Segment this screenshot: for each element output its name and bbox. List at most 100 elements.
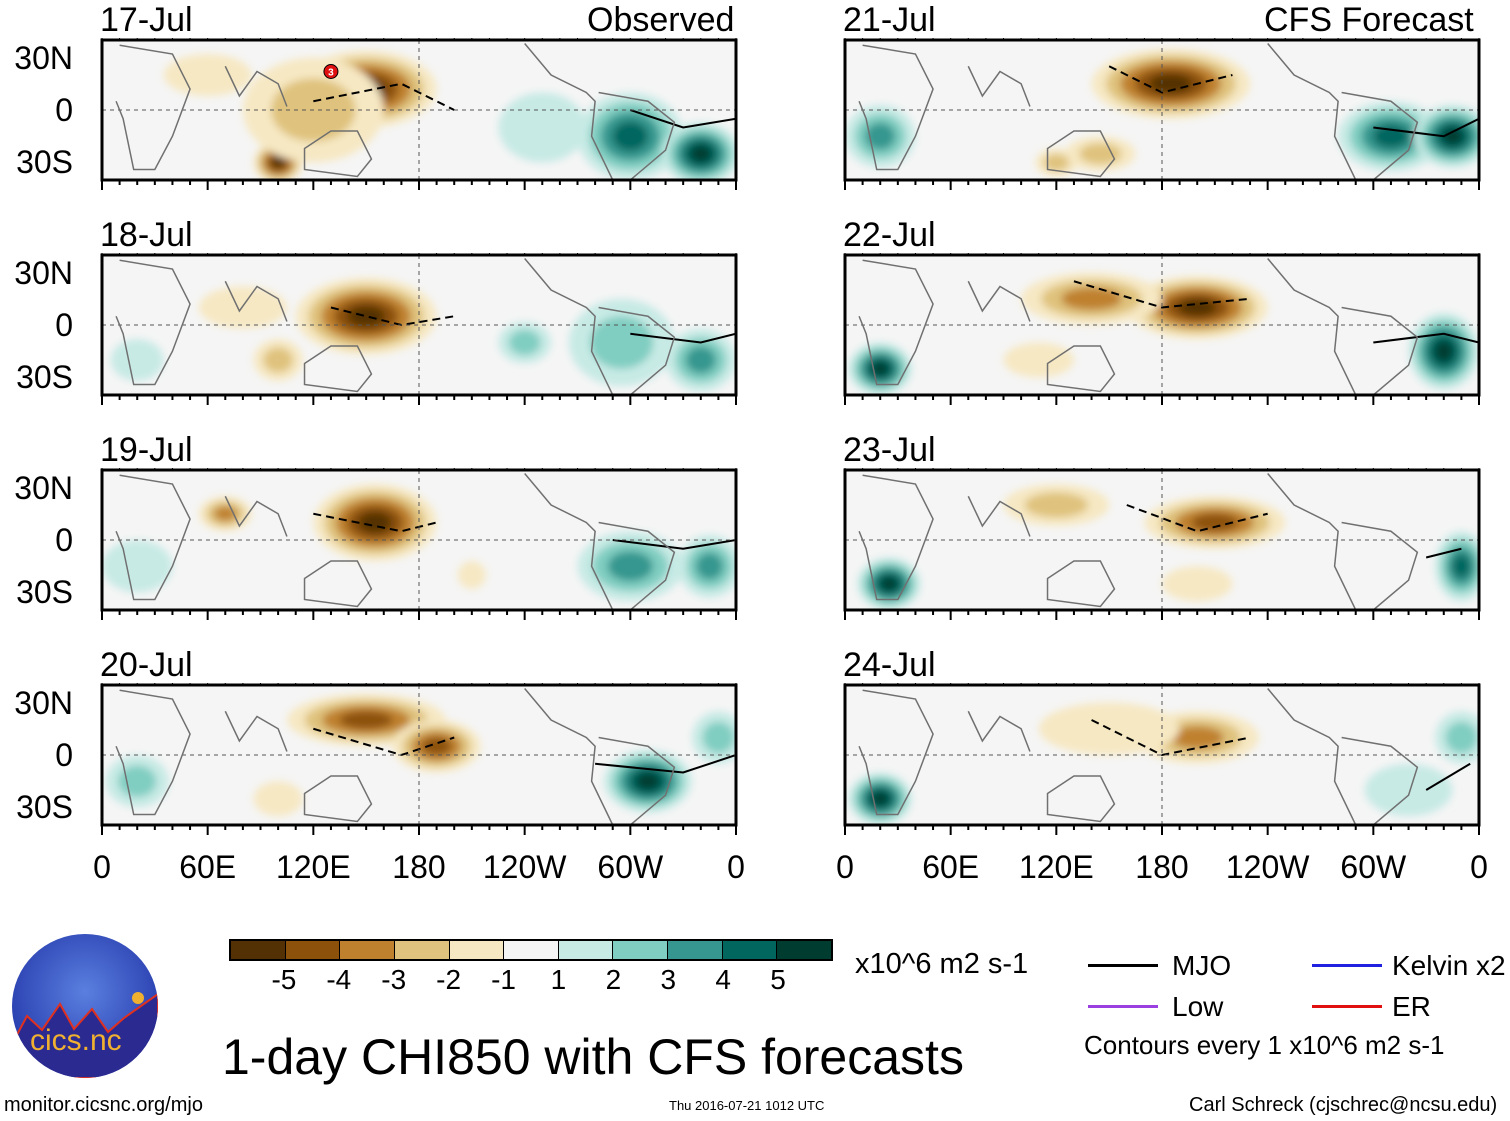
cicsnc-logo: cics.nc — [12, 934, 158, 1078]
anomaly-shading — [1364, 763, 1453, 817]
anomaly-shading — [607, 551, 653, 582]
mjo-contour — [1373, 117, 1479, 138]
map-panel-22-jul — [843, 253, 1481, 405]
mjo-contour — [612, 539, 736, 550]
panel-date: 18-Jul — [100, 216, 193, 254]
anomaly-shading — [163, 54, 252, 96]
lon-label: 0 — [727, 849, 745, 885]
colorbar-swatch — [285, 941, 341, 959]
lat-label: 30S — [16, 359, 73, 395]
anomaly-shading — [271, 156, 285, 169]
mjo-contour — [1373, 332, 1479, 344]
contour-note: Contours every 1 x10^6 m2 s-1 — [1084, 1030, 1445, 1060]
anomaly-shading — [102, 540, 173, 593]
colorbar-tick: 4 — [715, 964, 731, 995]
legend-low: Low — [1172, 991, 1224, 1022]
colorbar-tick: 3 — [660, 964, 677, 995]
anomaly-shading — [457, 561, 486, 589]
anomaly-shading — [1003, 342, 1074, 378]
figure-title: 1-day CHI850 with CFS forecasts — [222, 1029, 964, 1085]
lon-label: 0 — [93, 849, 111, 885]
mjo-contour — [630, 332, 736, 344]
lat-label: 0 — [55, 92, 73, 128]
colorbar — [229, 939, 833, 961]
coastline — [858, 688, 1419, 825]
anomaly-shading — [1024, 492, 1089, 518]
lat-label: 30S — [16, 574, 73, 610]
lat-label: 30S — [16, 144, 73, 180]
lon-label: 60W — [1340, 849, 1407, 885]
anomaly-shading — [498, 92, 587, 163]
anomaly-shading — [589, 316, 654, 369]
coastline — [115, 688, 676, 825]
mjo-contour — [1126, 504, 1268, 533]
anomaly-shading — [1178, 298, 1217, 317]
footer-timestamp: Thu 2016-07-21 1012 UTC — [669, 1098, 825, 1113]
lat-label: 30N — [14, 470, 73, 506]
panel-date: 23-Jul — [843, 431, 936, 469]
anomaly-shading — [1079, 143, 1122, 165]
anomaly-shading — [1191, 513, 1239, 532]
panel-date: 24-Jul — [843, 646, 936, 684]
map-panel-17-jul: 3 — [100, 38, 738, 190]
footer-author: Carl Schreck (cjschrec@ncsu.edu) — [1189, 1094, 1498, 1116]
anomaly-shading — [695, 552, 724, 580]
panel-date: 21-Jul — [843, 1, 936, 39]
anomaly-shading — [685, 346, 716, 374]
coastline — [858, 473, 1419, 610]
mjo-contour — [1108, 65, 1233, 94]
lon-label: 120W — [482, 849, 567, 885]
footer-url[interactable]: monitor.cicsnc.org/mjo — [4, 1094, 203, 1116]
colorbar-tick: 1 — [550, 964, 567, 995]
lon-label: 120E — [1018, 849, 1094, 885]
colorbar-swatch — [722, 941, 778, 959]
lat-label: 30S — [16, 789, 73, 825]
anomaly-shading — [871, 791, 889, 806]
anomaly-shading — [1445, 721, 1478, 754]
anomaly-shading — [1061, 287, 1122, 310]
legend-kelvin: Kelvin x2 — [1392, 950, 1506, 981]
map-panel-24-jul — [843, 683, 1481, 835]
map-panel-18-jul — [100, 253, 738, 405]
anomaly-shading — [263, 347, 293, 373]
anomaly-shading — [880, 576, 898, 591]
colorbar-tick: 5 — [770, 964, 786, 995]
legend-er: ER — [1392, 991, 1431, 1022]
colorbar-swatch — [449, 941, 505, 959]
coastline — [858, 43, 1419, 180]
anomaly-shading — [213, 506, 237, 522]
anomaly-shading — [110, 339, 164, 381]
anomaly-shading — [346, 305, 386, 327]
lat-label: 30N — [14, 40, 73, 76]
lat-label: 0 — [55, 307, 73, 343]
anomaly-shading — [198, 286, 287, 329]
map-panel-21-jul — [843, 38, 1481, 190]
mjo-line-swatch — [1088, 964, 1158, 967]
kelvin-line-swatch — [1312, 964, 1382, 967]
panel-date: 19-Jul — [100, 431, 193, 469]
colorbar-tick: -2 — [436, 964, 462, 995]
map-panel-20-jul — [100, 683, 738, 835]
colorbar-tick: -1 — [491, 964, 516, 995]
anomaly-shading — [1434, 340, 1454, 362]
mjo-contour — [595, 754, 736, 774]
lon-label: 120W — [1225, 849, 1310, 885]
map-panel-19-jul — [100, 468, 738, 620]
anomaly-shading — [865, 122, 896, 150]
anomaly-shading — [690, 145, 712, 163]
lon-label: 180 — [392, 849, 446, 885]
colorbar-swatch — [558, 941, 614, 959]
lon-label: 0 — [836, 849, 854, 885]
colorbar-tick: 2 — [605, 964, 622, 995]
legend-mjo: MJO — [1172, 950, 1232, 981]
lat-label: 0 — [55, 737, 73, 773]
panel-date: 22-Jul — [843, 216, 936, 254]
lat-label: 0 — [55, 522, 73, 558]
coastline — [858, 258, 1419, 395]
coastline — [115, 258, 676, 395]
colorbar-tick: -5 — [271, 964, 297, 995]
anomaly-shading — [1162, 566, 1233, 602]
map-panel-23-jul — [843, 468, 1481, 620]
anomaly-shading — [339, 711, 393, 729]
